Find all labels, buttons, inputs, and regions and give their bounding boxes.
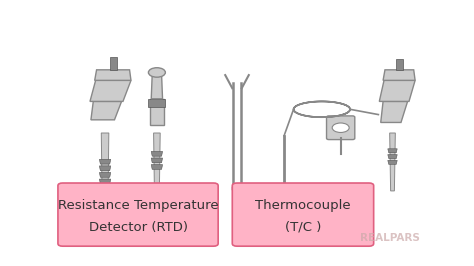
Polygon shape (396, 59, 403, 70)
Polygon shape (390, 133, 395, 191)
Polygon shape (388, 155, 397, 159)
Polygon shape (90, 80, 131, 101)
Text: (T/C ): (T/C ) (285, 221, 321, 234)
Polygon shape (154, 133, 160, 199)
Polygon shape (100, 159, 111, 164)
Polygon shape (388, 160, 397, 164)
Polygon shape (100, 172, 111, 177)
FancyBboxPatch shape (58, 183, 218, 246)
Text: Thermocouple: Thermocouple (255, 200, 351, 213)
Polygon shape (148, 99, 165, 107)
Polygon shape (379, 80, 415, 101)
Polygon shape (151, 75, 163, 99)
Polygon shape (110, 57, 117, 70)
Text: Detector (RTD): Detector (RTD) (89, 221, 188, 234)
Polygon shape (381, 101, 408, 122)
Polygon shape (383, 70, 415, 80)
Polygon shape (150, 99, 164, 125)
Circle shape (148, 68, 165, 77)
Polygon shape (95, 70, 131, 80)
Polygon shape (151, 151, 163, 156)
Polygon shape (151, 158, 163, 163)
Circle shape (332, 123, 349, 132)
Polygon shape (101, 133, 109, 207)
Polygon shape (100, 179, 111, 184)
FancyBboxPatch shape (232, 183, 374, 246)
FancyBboxPatch shape (327, 116, 355, 140)
Polygon shape (388, 149, 397, 153)
Polygon shape (100, 166, 111, 171)
Text: REALPARS: REALPARS (359, 233, 419, 243)
Polygon shape (91, 101, 121, 120)
Text: Resistance Temperature: Resistance Temperature (58, 200, 219, 213)
Polygon shape (151, 165, 163, 169)
